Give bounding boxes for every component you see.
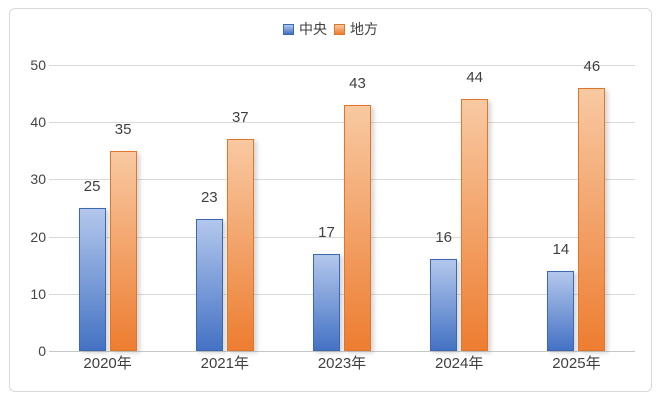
bar-value-label: 14 <box>552 240 570 258</box>
x-axis-category-label: 2025年 <box>552 355 601 372</box>
legend-swatch-central-icon <box>283 23 294 35</box>
y-axis-tick-label: 30 <box>30 171 46 188</box>
gridline-10 <box>49 293 635 295</box>
plot-area: 0 10 20 30 40 50 2020年 25 35 2021年 23 37 2023年 17 43 20… <box>10 9 651 391</box>
gridline-30 <box>49 179 635 181</box>
bar-value-label: 35 <box>114 120 132 138</box>
chart-frame: 中央 地方 0 10 20 30 40 50 2020年 25 35 2021年 23 37 2023年 1… <box>9 8 652 392</box>
legend-item-label: 中央 <box>299 21 327 37</box>
bar-central-3 <box>430 259 458 351</box>
bar-local-3 <box>461 99 489 351</box>
x-axis-category-label: 2024年 <box>435 355 484 372</box>
y-axis-tick-label: 40 <box>30 114 46 131</box>
legend-item-central: 中央 <box>283 19 327 39</box>
bar-value-label: 25 <box>83 178 101 195</box>
bar-local-0 <box>109 150 137 351</box>
bar-central-1 <box>195 219 223 351</box>
y-axis-tick-label: 20 <box>30 228 46 245</box>
legend-item-label: 地方 <box>350 21 378 37</box>
bar-value-label: 23 <box>200 189 218 207</box>
legend: 中央 地方 <box>10 21 651 37</box>
bar-value-label: 44 <box>466 69 484 87</box>
x-axis-category-label: 2020年 <box>83 355 132 372</box>
bar-value-label: 17 <box>318 223 335 241</box>
gridline-50 <box>49 65 635 66</box>
x-axis-category-label: 2023年 <box>317 355 367 372</box>
bar-value-label: 16 <box>435 229 453 247</box>
y-axis-tick-label: 0 <box>38 343 46 359</box>
x-axis-line <box>49 351 635 352</box>
bar-central-0 <box>78 208 106 351</box>
bar-value-label: 43 <box>349 75 366 93</box>
y-axis-tick-label: 10 <box>30 285 46 302</box>
gridline-20 <box>49 236 635 238</box>
bar-local-2 <box>344 105 371 351</box>
x-axis-category-label: 2021年 <box>200 355 249 372</box>
legend-swatch-local-icon <box>334 23 345 35</box>
bar-central-4 <box>547 270 575 351</box>
bar-local-4 <box>578 87 606 351</box>
bar-central-2 <box>313 253 340 351</box>
gridline-40 <box>49 122 635 124</box>
bar-local-1 <box>226 139 254 351</box>
bar-value-label: 37 <box>231 109 249 127</box>
legend-item-local: 地方 <box>334 19 378 39</box>
y-axis-tick-label: 50 <box>30 57 46 73</box>
bar-value-label: 46 <box>583 57 601 75</box>
